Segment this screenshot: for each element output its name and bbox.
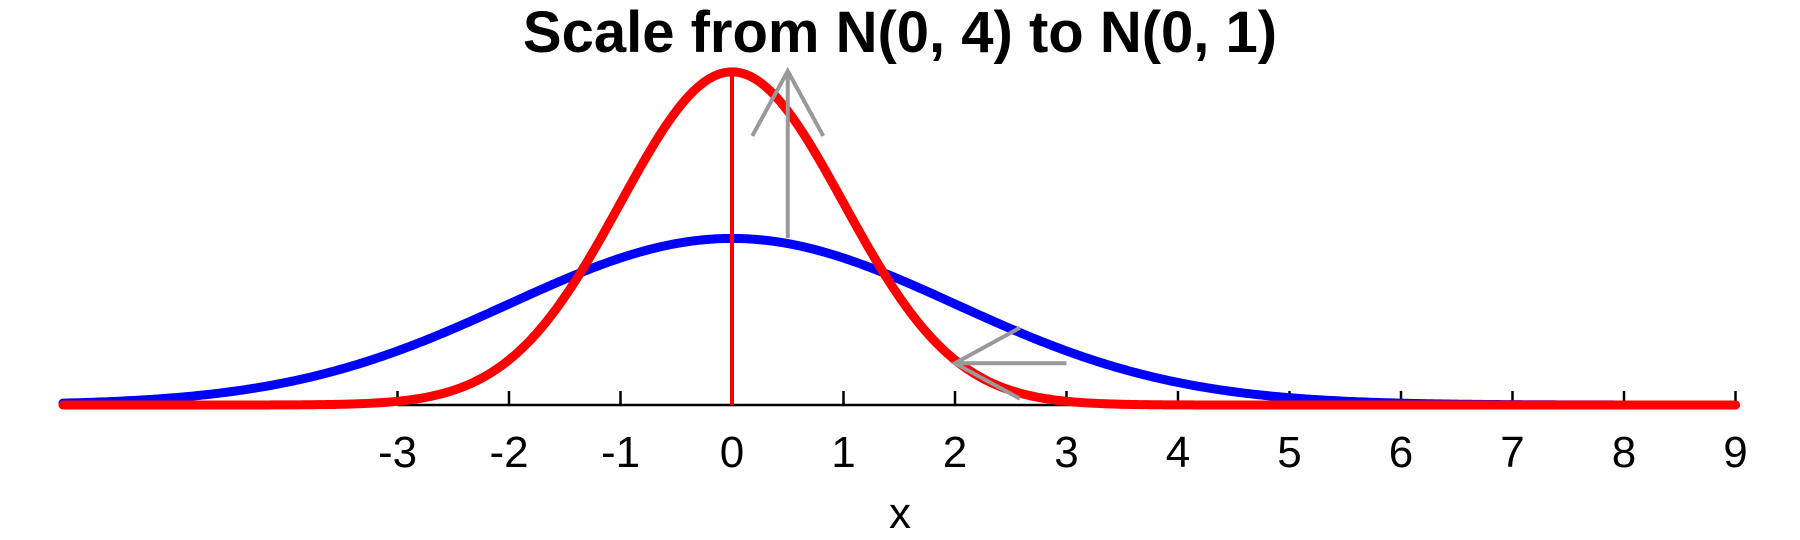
x-tick-label: -1: [601, 428, 640, 477]
x-tick-label: 0: [720, 428, 744, 477]
x-tick-label: 6: [1389, 428, 1413, 477]
x-tick-label: 4: [1166, 428, 1190, 477]
x-tick-label: 1: [831, 428, 855, 477]
density-curve-variance-1: [58, 67, 1740, 410]
x-tick-label: -2: [489, 428, 528, 477]
x-tick-label: 8: [1612, 428, 1636, 477]
scale-arrow-head: [750, 66, 825, 137]
x-tick-label: 2: [943, 428, 967, 477]
x-axis-label: x: [889, 489, 911, 538]
x-tick-label: 9: [1723, 428, 1747, 477]
chart-title: Scale from N(0, 4) to N(0, 1): [523, 0, 1277, 65]
x-tick-label: 5: [1277, 428, 1301, 477]
scale-arrow-head: [950, 326, 1021, 401]
x-tick-label: -3: [378, 428, 417, 477]
plot-area: -3 -2 -1 0 1 2 3 4 5 6 7 8 9: [58, 66, 1748, 477]
x-tick-label: 7: [1500, 428, 1524, 477]
x-tick-label: 3: [1054, 428, 1078, 477]
density-curve-variance-4: [58, 233, 1740, 410]
